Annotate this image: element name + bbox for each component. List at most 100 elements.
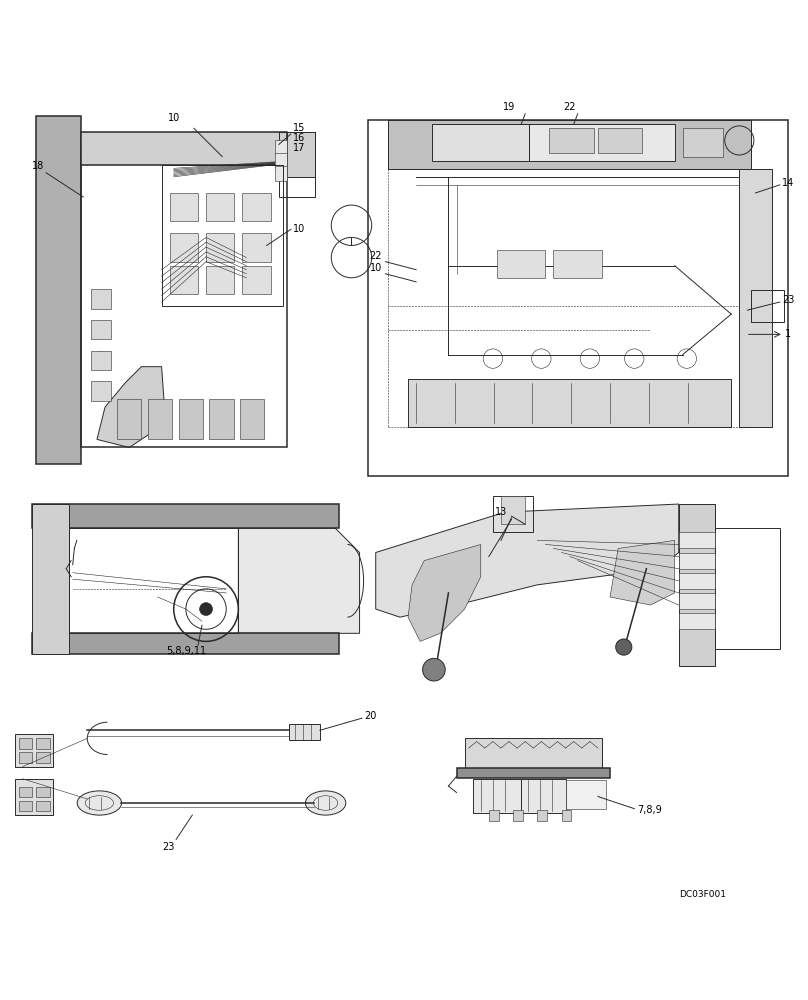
Text: 19: 19 <box>503 102 516 112</box>
Circle shape <box>200 603 213 616</box>
Bar <box>170 266 198 294</box>
Bar <box>739 169 772 427</box>
Bar <box>279 132 315 197</box>
Text: 22: 22 <box>370 251 382 261</box>
Circle shape <box>97 387 105 395</box>
Bar <box>36 116 81 464</box>
Text: 14: 14 <box>782 178 794 188</box>
Bar <box>287 132 315 177</box>
Circle shape <box>97 356 105 364</box>
Circle shape <box>97 325 105 334</box>
Bar <box>91 351 111 370</box>
Bar <box>679 553 715 569</box>
Bar <box>553 250 602 278</box>
Bar <box>32 504 69 654</box>
Bar <box>36 801 50 811</box>
Bar <box>598 128 642 153</box>
Text: 10: 10 <box>293 224 305 234</box>
Bar <box>36 787 50 797</box>
Bar <box>513 810 523 821</box>
Polygon shape <box>376 504 679 617</box>
Bar <box>91 381 111 401</box>
Bar <box>179 399 203 439</box>
Bar <box>148 399 172 439</box>
Bar <box>679 573 715 589</box>
Bar <box>679 504 715 666</box>
Bar <box>679 613 715 629</box>
Text: 5,8,9,11: 5,8,9,11 <box>166 646 206 656</box>
Bar <box>242 266 271 294</box>
Text: 7,8,9: 7,8,9 <box>637 805 662 815</box>
Text: 18: 18 <box>32 161 44 171</box>
Text: 10: 10 <box>167 113 180 123</box>
Bar <box>19 738 32 749</box>
Bar <box>117 399 141 439</box>
Bar <box>206 233 234 262</box>
Bar <box>368 120 788 476</box>
Bar <box>683 128 723 157</box>
Bar <box>465 738 602 772</box>
Bar <box>162 165 283 306</box>
Text: 15: 15 <box>293 123 305 133</box>
Bar <box>432 124 529 161</box>
Bar <box>36 738 50 749</box>
Text: 13: 13 <box>495 507 507 517</box>
Bar <box>501 496 525 524</box>
Bar <box>69 528 238 633</box>
Bar <box>751 290 784 322</box>
Text: 16: 16 <box>293 133 305 143</box>
Circle shape <box>97 295 105 303</box>
Bar <box>19 801 32 811</box>
Text: 20: 20 <box>364 711 377 721</box>
Bar <box>275 166 287 181</box>
Bar <box>549 128 594 153</box>
Bar <box>19 752 32 763</box>
Bar <box>275 140 287 154</box>
Bar <box>289 724 320 740</box>
Bar <box>473 779 521 813</box>
Text: 17: 17 <box>293 143 305 153</box>
Bar <box>81 132 287 165</box>
Bar <box>275 153 287 168</box>
Bar <box>15 734 53 767</box>
Bar <box>242 233 271 262</box>
Bar <box>493 496 533 532</box>
Bar <box>91 289 111 309</box>
Bar <box>19 787 32 797</box>
Bar <box>170 193 198 221</box>
Bar <box>32 504 339 528</box>
Bar <box>679 593 715 609</box>
Polygon shape <box>408 544 481 641</box>
Bar <box>679 532 715 548</box>
Bar <box>209 399 234 439</box>
Polygon shape <box>97 367 166 447</box>
Bar <box>566 780 606 809</box>
Text: 23: 23 <box>162 842 175 852</box>
Bar <box>408 379 731 427</box>
Bar <box>388 169 751 427</box>
Text: 10: 10 <box>370 263 382 273</box>
Text: 1: 1 <box>785 329 792 339</box>
Bar <box>91 320 111 339</box>
Bar <box>529 124 675 161</box>
Circle shape <box>616 639 632 655</box>
Bar <box>489 810 499 821</box>
Bar <box>562 810 571 821</box>
Bar <box>32 633 339 654</box>
Bar <box>206 266 234 294</box>
Bar <box>388 120 751 169</box>
Bar <box>15 779 53 815</box>
Circle shape <box>423 658 445 681</box>
Bar <box>36 752 50 763</box>
Bar <box>240 399 264 439</box>
Text: 22: 22 <box>563 102 576 112</box>
Ellipse shape <box>305 791 346 815</box>
Bar <box>170 233 198 262</box>
Polygon shape <box>610 540 675 605</box>
Bar <box>537 810 547 821</box>
Bar <box>81 149 287 447</box>
Bar <box>497 250 545 278</box>
Ellipse shape <box>78 791 121 815</box>
Bar <box>457 768 610 778</box>
Polygon shape <box>238 528 360 633</box>
